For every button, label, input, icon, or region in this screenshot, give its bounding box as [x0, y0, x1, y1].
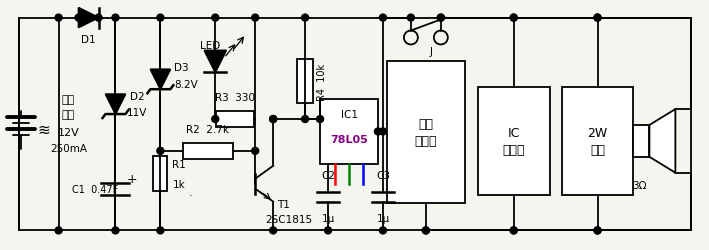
Circle shape — [55, 227, 62, 234]
Circle shape — [510, 15, 517, 22]
Text: IC1: IC1 — [340, 110, 357, 120]
Circle shape — [269, 227, 277, 234]
Circle shape — [95, 15, 102, 22]
Circle shape — [423, 227, 430, 234]
Bar — [478, 88, 549, 195]
Text: IC
犬吠声: IC 犬吠声 — [503, 126, 525, 156]
Text: C3: C3 — [376, 170, 390, 180]
Circle shape — [379, 15, 386, 22]
Circle shape — [301, 116, 308, 123]
Text: ≋: ≋ — [38, 122, 50, 137]
Text: 人体
检测器: 人体 检测器 — [415, 118, 437, 147]
Text: C1  0.47F: C1 0.47F — [72, 184, 118, 194]
Bar — [183, 143, 233, 159]
Text: D2: D2 — [130, 92, 145, 102]
Text: R1: R1 — [172, 159, 186, 169]
Polygon shape — [649, 110, 676, 173]
Circle shape — [317, 116, 323, 123]
Circle shape — [269, 116, 277, 123]
Circle shape — [212, 116, 219, 123]
Circle shape — [75, 15, 82, 22]
Circle shape — [55, 15, 62, 22]
Text: J: J — [430, 47, 432, 57]
Text: 太阳: 太阳 — [62, 95, 75, 105]
Text: 2SC1815: 2SC1815 — [265, 214, 312, 224]
Circle shape — [594, 227, 601, 234]
Text: T1: T1 — [277, 199, 290, 209]
Circle shape — [423, 227, 430, 234]
Polygon shape — [204, 51, 226, 73]
Bar — [153, 157, 167, 191]
Bar — [216, 112, 255, 128]
Bar — [320, 100, 378, 164]
Text: +: + — [126, 172, 137, 186]
Circle shape — [301, 15, 308, 22]
Bar — [297, 60, 313, 104]
Text: 3Ω: 3Ω — [632, 180, 647, 190]
Bar — [633, 126, 649, 157]
Circle shape — [252, 15, 259, 22]
Circle shape — [379, 128, 386, 136]
Polygon shape — [79, 8, 99, 28]
Circle shape — [379, 227, 386, 234]
Text: 2W
功放: 2W 功放 — [587, 126, 608, 156]
Circle shape — [212, 15, 219, 22]
Circle shape — [510, 227, 517, 234]
Circle shape — [408, 15, 414, 22]
Circle shape — [252, 148, 259, 155]
Circle shape — [594, 15, 601, 22]
Text: D3: D3 — [174, 63, 189, 73]
Text: 8.2V: 8.2V — [174, 80, 198, 90]
Text: 1μ: 1μ — [321, 214, 335, 224]
Text: R2  2.7k: R2 2.7k — [186, 124, 229, 134]
Text: C2: C2 — [321, 170, 335, 180]
Circle shape — [374, 128, 381, 136]
Text: 78L05: 78L05 — [330, 134, 368, 144]
Circle shape — [112, 15, 119, 22]
Text: 11V: 11V — [127, 108, 147, 118]
Circle shape — [510, 15, 517, 22]
Circle shape — [437, 15, 445, 22]
Text: 电池: 电池 — [62, 110, 75, 120]
Circle shape — [510, 227, 517, 234]
Text: 1k: 1k — [172, 179, 185, 189]
Polygon shape — [150, 70, 170, 90]
Circle shape — [437, 15, 445, 22]
Circle shape — [269, 116, 277, 123]
Circle shape — [594, 15, 601, 22]
Text: .: . — [189, 187, 192, 197]
Circle shape — [157, 148, 164, 155]
Text: D1: D1 — [82, 35, 96, 45]
Text: 1μ: 1μ — [376, 214, 389, 224]
Circle shape — [594, 227, 601, 234]
Bar — [387, 62, 465, 203]
Text: R3  330: R3 330 — [216, 93, 255, 103]
Text: 12V: 12V — [57, 128, 79, 138]
Circle shape — [112, 227, 119, 234]
Text: R4  10k: R4 10k — [317, 64, 327, 100]
Bar — [562, 88, 633, 195]
Text: 250mA: 250mA — [50, 143, 87, 153]
Circle shape — [325, 227, 332, 234]
Circle shape — [157, 227, 164, 234]
Polygon shape — [106, 95, 125, 114]
Circle shape — [157, 15, 164, 22]
Text: LED: LED — [200, 41, 220, 51]
